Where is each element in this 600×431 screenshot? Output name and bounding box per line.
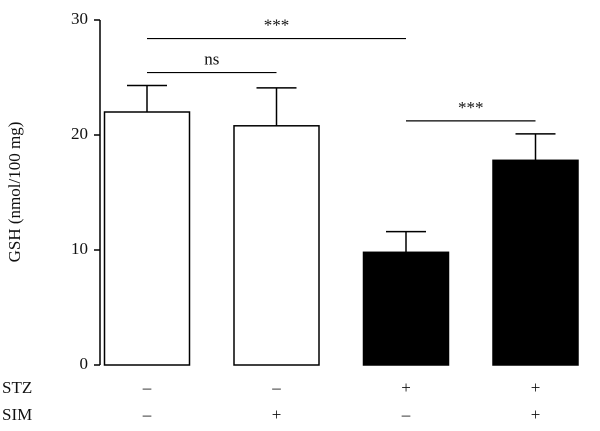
y-tick-label: 30: [71, 9, 88, 28]
y-tick-label: 20: [71, 124, 88, 143]
row-label: SIM: [2, 405, 32, 424]
significance-label: ***: [264, 15, 290, 34]
y-tick-label: 10: [71, 239, 88, 258]
treatment-sign: +: [531, 378, 541, 397]
bar: [103, 111, 191, 366]
significance-label: ns: [204, 49, 219, 68]
bar: [233, 125, 320, 366]
y-axis-label: GSH (nmol/100 mg): [5, 122, 24, 263]
treatment-sign: +: [401, 378, 411, 397]
treatment-sign: +: [531, 405, 541, 424]
treatment-sign: –: [271, 378, 281, 397]
bar: [362, 251, 450, 366]
treatment-sign: –: [401, 405, 411, 424]
y-tick-label: 0: [80, 354, 89, 373]
row-label: STZ: [2, 378, 32, 397]
treatment-sign: +: [272, 405, 282, 424]
bar: [492, 159, 579, 366]
significance-label: ***: [458, 98, 484, 117]
treatment-sign: –: [142, 405, 152, 424]
treatment-sign: –: [142, 378, 152, 397]
